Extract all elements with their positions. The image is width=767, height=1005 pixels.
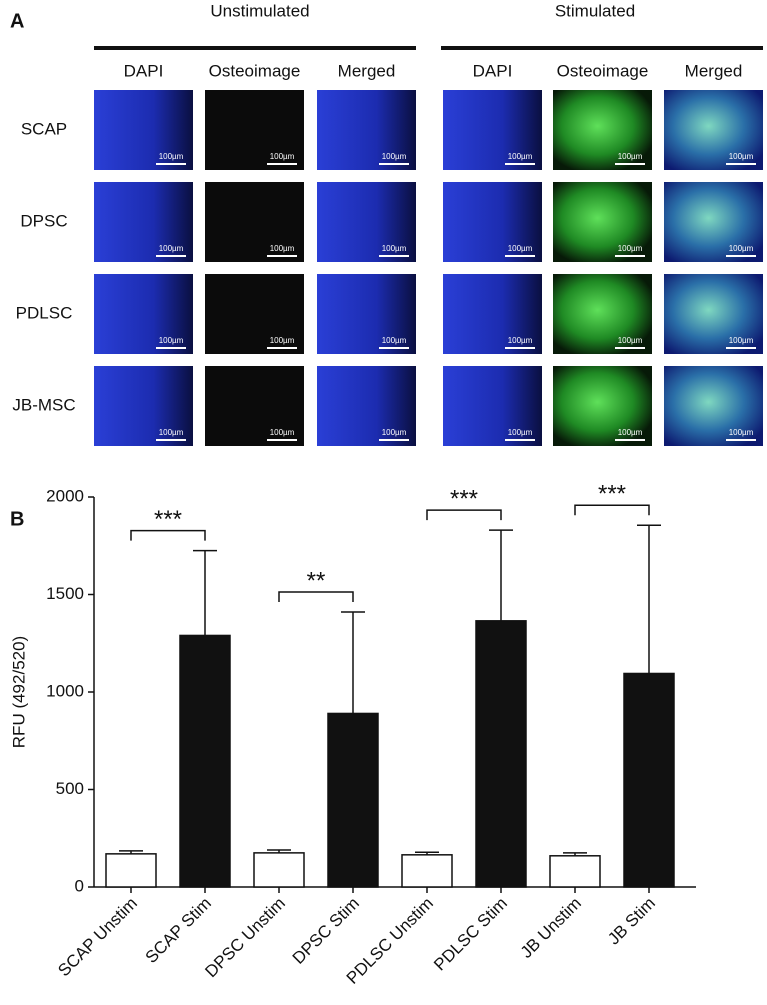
- column-header: DAPI: [473, 61, 513, 80]
- scale-label: 100µm: [270, 428, 295, 437]
- y-axis-label: RFU (492/520): [9, 636, 28, 748]
- column-header: Osteoimage: [557, 61, 649, 80]
- row-label: PDLSC: [16, 303, 73, 322]
- scale-label: 100µm: [270, 336, 295, 345]
- scale-label: 100µm: [382, 428, 407, 437]
- scale-label: 100µm: [618, 152, 643, 161]
- bar: [401, 854, 453, 888]
- significance-bracket: [574, 504, 650, 516]
- scale-label: 100µm: [159, 336, 184, 345]
- micrograph: [94, 274, 193, 354]
- y-tick-label: 500: [56, 779, 84, 798]
- micrograph: [317, 182, 416, 262]
- y-tick-label: 0: [75, 876, 84, 895]
- scale-label: 100µm: [508, 244, 533, 253]
- scale-label: 100µm: [159, 152, 184, 161]
- micrograph: [205, 274, 304, 354]
- scale-label: 100µm: [729, 152, 754, 161]
- micrograph: [443, 274, 542, 354]
- micrograph: [94, 182, 193, 262]
- scale-label: 100µm: [382, 152, 407, 161]
- column-header: Osteoimage: [209, 61, 301, 80]
- scale-label: 100µm: [382, 244, 407, 253]
- micrograph: [664, 182, 763, 262]
- bar: [549, 855, 601, 888]
- significance-label: ***: [598, 481, 626, 508]
- row-label: SCAP: [21, 119, 67, 138]
- micrograph: [664, 366, 763, 446]
- micrograph: [317, 90, 416, 170]
- x-tick-label: PDLSC Stim: [430, 894, 511, 975]
- group-header: Unstimulated: [210, 1, 309, 20]
- micrograph: [664, 274, 763, 354]
- scale-label: 100µm: [508, 336, 533, 345]
- x-tick-label: JB Stim: [604, 894, 659, 949]
- micrograph: [205, 366, 304, 446]
- x-tick-label: SCAP Unstim: [54, 894, 141, 981]
- significance-bracket: [130, 529, 206, 541]
- significance-bracket: [426, 509, 502, 521]
- micrograph: [317, 366, 416, 446]
- bar: [105, 853, 157, 888]
- bar: [327, 712, 379, 888]
- micrograph: [553, 274, 652, 354]
- micrograph: [664, 90, 763, 170]
- significance-label: **: [307, 567, 326, 594]
- micrograph: [94, 90, 193, 170]
- scale-label: 100µm: [159, 244, 184, 253]
- micrograph: [443, 182, 542, 262]
- scale-label: 100µm: [159, 428, 184, 437]
- significance-label: ***: [450, 485, 478, 512]
- significance-bracket: [278, 591, 354, 603]
- scale-label: 100µm: [618, 244, 643, 253]
- micrograph: [317, 274, 416, 354]
- row-label: JB-MSC: [12, 395, 75, 414]
- micrograph: [553, 90, 652, 170]
- micrograph: [205, 182, 304, 262]
- micrograph: [94, 366, 193, 446]
- x-tick-label: SCAP Stim: [142, 894, 215, 967]
- micrograph: [553, 366, 652, 446]
- panel-label: A: [10, 10, 24, 32]
- micrograph: [443, 90, 542, 170]
- row-label: DPSC: [20, 211, 67, 230]
- scale-label: 100µm: [270, 152, 295, 161]
- scale-label: 100µm: [508, 152, 533, 161]
- scale-label: 100µm: [729, 428, 754, 437]
- scale-label: 100µm: [618, 428, 643, 437]
- bar: [475, 620, 527, 888]
- scale-label: 100µm: [508, 428, 533, 437]
- x-tick-label: DPSC Stim: [289, 894, 363, 968]
- bar: [253, 852, 305, 888]
- column-header: Merged: [338, 61, 396, 80]
- bar: [179, 634, 231, 888]
- scale-label: 100µm: [618, 336, 643, 345]
- y-tick-label: 1500: [46, 584, 84, 603]
- scale-label: 100µm: [382, 336, 407, 345]
- column-header: DAPI: [124, 61, 164, 80]
- column-header: Merged: [685, 61, 743, 80]
- y-tick-label: 1000: [46, 681, 84, 700]
- micrograph: [443, 366, 542, 446]
- scale-label: 100µm: [729, 244, 754, 253]
- scale-label: 100µm: [729, 336, 754, 345]
- significance-label: ***: [154, 506, 182, 533]
- micrograph: [553, 182, 652, 262]
- bar: [623, 672, 675, 888]
- panel-label: B: [10, 508, 24, 530]
- group-header: Stimulated: [555, 1, 635, 20]
- y-tick-label: 2000: [46, 486, 84, 505]
- scale-label: 100µm: [270, 244, 295, 253]
- micrograph: [205, 90, 304, 170]
- x-tick-label: JB Unstim: [517, 894, 585, 962]
